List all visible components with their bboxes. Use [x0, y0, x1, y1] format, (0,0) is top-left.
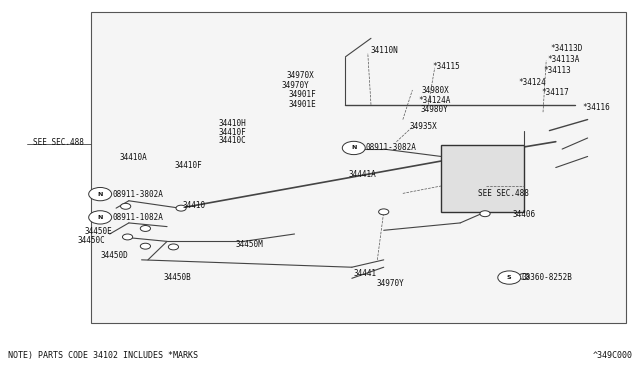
Text: *34115: *34115 — [433, 62, 461, 71]
Text: *34113: *34113 — [543, 66, 571, 75]
Circle shape — [89, 187, 111, 201]
Circle shape — [168, 244, 179, 250]
Text: 34410: 34410 — [183, 201, 206, 210]
Circle shape — [120, 203, 131, 209]
FancyBboxPatch shape — [91, 13, 626, 323]
Circle shape — [379, 209, 389, 215]
Text: 34980X: 34980X — [422, 86, 450, 95]
Circle shape — [140, 225, 150, 231]
Text: *34113A: *34113A — [547, 55, 580, 64]
Text: 34450C: 34450C — [78, 236, 106, 245]
Text: 34410F: 34410F — [175, 161, 202, 170]
Text: *34116: *34116 — [582, 103, 611, 112]
Text: 34450D: 34450D — [100, 251, 128, 260]
Text: 34935X: 34935X — [409, 122, 437, 131]
Text: S: S — [507, 275, 511, 280]
Text: N: N — [97, 192, 103, 197]
Circle shape — [519, 273, 529, 279]
Text: 34450E: 34450E — [84, 227, 112, 235]
Text: 34970Y: 34970Y — [282, 81, 310, 90]
Text: ^349C000: ^349C000 — [592, 350, 632, 360]
Text: 34441: 34441 — [353, 269, 376, 278]
Text: *34124A: *34124A — [419, 96, 451, 105]
Text: 08911-3082A: 08911-3082A — [366, 144, 417, 153]
Text: 34901E: 34901E — [288, 100, 316, 109]
Circle shape — [176, 205, 186, 211]
Text: 34441A: 34441A — [349, 170, 376, 179]
Text: N: N — [351, 145, 356, 150]
Text: 34450M: 34450M — [236, 240, 264, 249]
Circle shape — [95, 217, 105, 223]
Text: 34410H: 34410H — [218, 119, 246, 128]
Text: 34970Y: 34970Y — [376, 279, 404, 288]
Text: 34450B: 34450B — [164, 273, 191, 282]
Circle shape — [89, 211, 111, 224]
Text: 08360-8252B: 08360-8252B — [522, 273, 573, 282]
Text: N: N — [97, 215, 103, 220]
Circle shape — [122, 234, 132, 240]
Circle shape — [480, 211, 490, 217]
FancyBboxPatch shape — [441, 145, 524, 212]
Text: 08911-3802A: 08911-3802A — [113, 190, 164, 199]
Text: SEE SEC.488: SEE SEC.488 — [33, 138, 84, 147]
Text: 34110N: 34110N — [371, 46, 398, 55]
Text: *34113D: *34113D — [550, 44, 583, 53]
Circle shape — [140, 243, 150, 249]
Text: NOTE) PARTS CODE 34102 INCLUDES *MARKS: NOTE) PARTS CODE 34102 INCLUDES *MARKS — [8, 350, 198, 360]
Text: 34410A: 34410A — [119, 153, 147, 162]
Circle shape — [498, 271, 521, 284]
Text: 34406: 34406 — [513, 210, 536, 219]
Circle shape — [342, 141, 365, 155]
Text: 34901F: 34901F — [288, 90, 316, 99]
Text: 08911-1082A: 08911-1082A — [113, 213, 164, 222]
Text: 34410F: 34410F — [218, 128, 246, 137]
Text: 34970X: 34970X — [286, 71, 314, 80]
Text: *34124: *34124 — [519, 78, 547, 87]
Text: 34980Y: 34980Y — [420, 105, 449, 115]
Text: 34410C: 34410C — [218, 137, 246, 145]
Text: *34117: *34117 — [541, 89, 570, 97]
Text: SEE SEC.488: SEE SEC.488 — [478, 189, 529, 198]
